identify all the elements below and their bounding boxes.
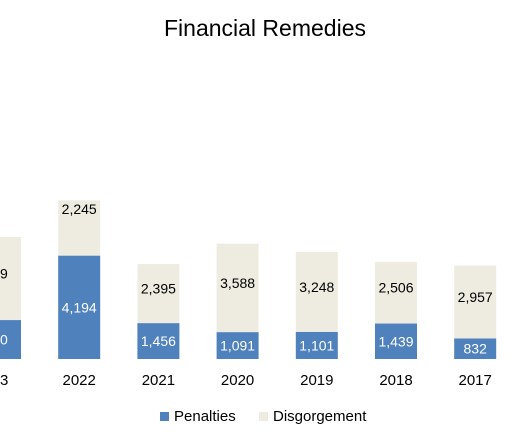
bar-disgorgement-2021 <box>137 264 180 324</box>
legend-swatch-disgorgement <box>259 411 268 421</box>
data-label-penalties-2017: 832 <box>464 341 488 357</box>
bar-disgorgement-2018 <box>375 261 417 324</box>
legend-item-penalties: Penalties <box>160 406 236 426</box>
bar-disgorgement-2022 <box>58 200 101 256</box>
data-label-penalties-2023: 80 <box>0 332 8 348</box>
bar-disgorgement-2019 <box>295 251 338 332</box>
data-label-disgorgement-2021: 2,395 <box>141 281 176 297</box>
bar-disgorgement-2023 <box>0 237 21 321</box>
legend: Penalties Disgorgement <box>0 406 530 426</box>
bar-disgorgement-2020 <box>216 243 259 333</box>
data-label-disgorgement-2020: 3,588 <box>220 275 255 291</box>
data-label-penalties-2019: 1,101 <box>299 337 334 353</box>
data-label-disgorgement-2017: 2,957 <box>458 289 493 305</box>
data-label-penalties-2018: 1,439 <box>378 333 413 349</box>
bar-penalties-2021 <box>137 323 180 359</box>
bar-penalties-2019 <box>295 331 338 359</box>
bar-penalties-2020 <box>216 332 259 359</box>
bar-penalties-2022 <box>58 255 101 359</box>
legend-label-penalties: Penalties <box>174 407 236 425</box>
x-tick-label-2019: 2019 <box>300 372 333 389</box>
bar-disgorgement-2017 <box>454 265 497 339</box>
chart-title: Financial Remedies <box>164 15 366 41</box>
data-label-disgorgement-2023: 69 <box>0 266 8 282</box>
x-tick-label-2020: 2020 <box>221 372 254 389</box>
data-label-disgorgement-2018: 2,506 <box>378 280 413 296</box>
x-tick-label-2018: 2018 <box>379 372 412 389</box>
data-label-penalties-2022: 4,194 <box>62 299 97 315</box>
data-label-penalties-2021: 1,456 <box>141 333 176 349</box>
data-label-disgorgement-2019: 3,248 <box>299 279 334 295</box>
legend-label-disgorgement: Disgorgement <box>273 407 367 425</box>
bar-penalties-2023 <box>0 320 21 359</box>
x-tick-label-2022: 2022 <box>63 372 96 389</box>
data-label-disgorgement-2022: 2,245 <box>62 201 97 217</box>
x-tick-label-2017: 2017 <box>459 372 492 389</box>
x-tick-label-2023: 23 <box>0 372 8 389</box>
data-label-penalties-2020: 1,091 <box>220 338 255 354</box>
bar-penalties-2018 <box>375 323 417 359</box>
legend-swatch-penalties <box>160 411 169 421</box>
legend-item-disgorgement: Disgorgement <box>259 406 366 426</box>
x-tick-label-2021: 2021 <box>142 372 175 389</box>
bar-penalties-2017 <box>454 338 497 359</box>
